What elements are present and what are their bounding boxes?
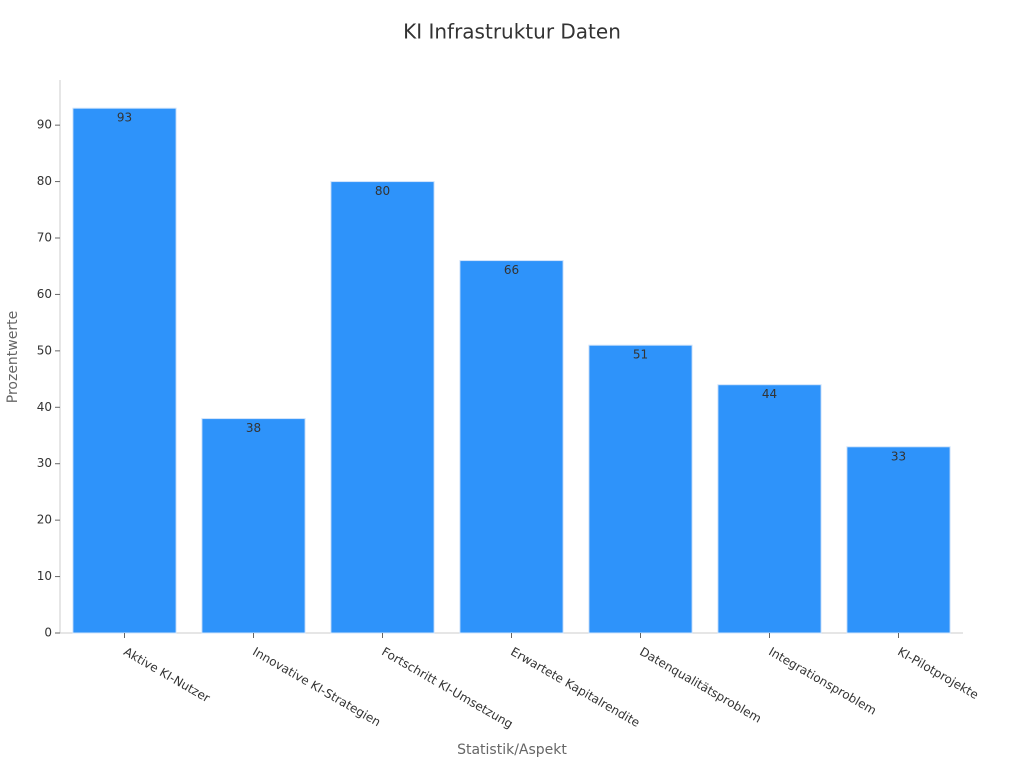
bar <box>717 384 822 634</box>
y-tick-label: 60 <box>37 287 52 301</box>
x-tick-label: Integrationsproblem <box>766 645 879 718</box>
y-tick-label: 0 <box>44 626 52 640</box>
y-tick-label: 50 <box>37 343 52 357</box>
bar <box>459 260 564 634</box>
y-tick-label: 20 <box>37 513 52 527</box>
x-tick-label: KI-Pilotprojekte <box>895 645 981 703</box>
y-tick-label: 40 <box>37 400 52 414</box>
x-tick-label: Aktive KI-Nutzer <box>121 645 212 706</box>
data-label: 66 <box>504 263 519 277</box>
bar <box>72 107 177 634</box>
x-tick-label: Innovative KI-Strategien <box>250 645 383 730</box>
bar <box>201 418 306 634</box>
x-axis-title: Statistik/Aspekt <box>457 742 567 758</box>
y-axis-title: Prozentwerte <box>5 311 21 403</box>
bar <box>588 344 693 634</box>
data-label: 44 <box>762 387 777 401</box>
data-label: 51 <box>633 348 648 362</box>
data-label: 80 <box>375 184 390 198</box>
data-label: 33 <box>891 449 906 463</box>
x-tick-label: Datenqualitätsproblem <box>637 645 764 726</box>
data-label: 93 <box>117 111 132 125</box>
bar <box>846 446 951 634</box>
x-tick-label: Erwartete Kapitalrendite <box>508 645 642 730</box>
chart-title: KI Infrastruktur Daten <box>403 20 621 44</box>
y-tick-label: 80 <box>37 174 52 188</box>
y-tick-label: 10 <box>37 569 52 583</box>
data-label: 38 <box>246 421 261 435</box>
x-tick-label: Fortschritt KI-Umsetzung <box>379 645 515 732</box>
bar <box>330 181 435 634</box>
y-tick-label: 70 <box>37 231 52 245</box>
y-tick-label: 30 <box>37 456 52 470</box>
y-tick-label: 90 <box>37 118 52 132</box>
